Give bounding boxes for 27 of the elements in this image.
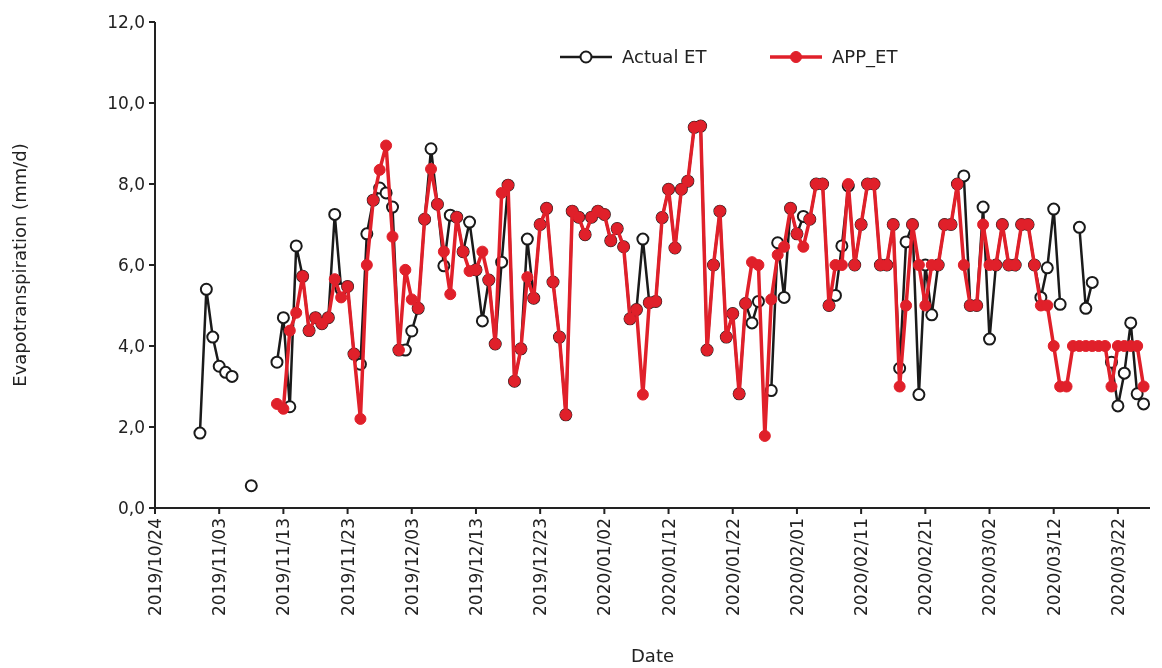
x-tick-label: 2019/11/03	[209, 518, 230, 616]
x-tick-label: 2019/11/13	[273, 518, 294, 616]
x-tick-label: 2020/02/01	[786, 518, 807, 616]
y-tick-label: 8,0	[117, 173, 145, 194]
x-tick-label: 2020/02/11	[851, 518, 872, 616]
y-tick-label: 2,0	[117, 416, 145, 437]
x-tick-label: 2020/01/12	[658, 518, 679, 616]
y-tick-label: 12,0	[107, 11, 145, 32]
x-tick-label: 2019/12/13	[465, 518, 486, 616]
x-tick-label: 2019/11/23	[337, 518, 358, 616]
legend-label: APP_ET	[832, 46, 899, 69]
y-tick-label: 4,0	[117, 335, 145, 356]
x-tick-label: 2019/12/23	[530, 518, 551, 616]
y-tick-label: 10,0	[107, 92, 145, 113]
x-axis-title: Date	[630, 645, 675, 666]
x-tick-label: 2020/03/12	[1043, 518, 1064, 616]
x-tick-label: 2019/10/24	[144, 518, 165, 616]
x-tick-label: 2020/03/02	[979, 518, 1000, 616]
y-tick-label: 0,0	[117, 497, 145, 518]
y-tick-label: 6,0	[117, 254, 145, 275]
y-axis-title: Evapotranspiration (mm/d)	[9, 143, 30, 387]
x-tick-label: 2019/12/03	[401, 518, 422, 616]
x-tick-label: 2020/01/02	[594, 518, 615, 616]
x-tick-label: 2020/02/21	[915, 518, 936, 616]
x-tick-label: 2020/03/22	[1107, 518, 1128, 616]
legend-label: Actual ET	[622, 46, 708, 68]
x-tick-label: 2020/01/22	[722, 518, 743, 616]
